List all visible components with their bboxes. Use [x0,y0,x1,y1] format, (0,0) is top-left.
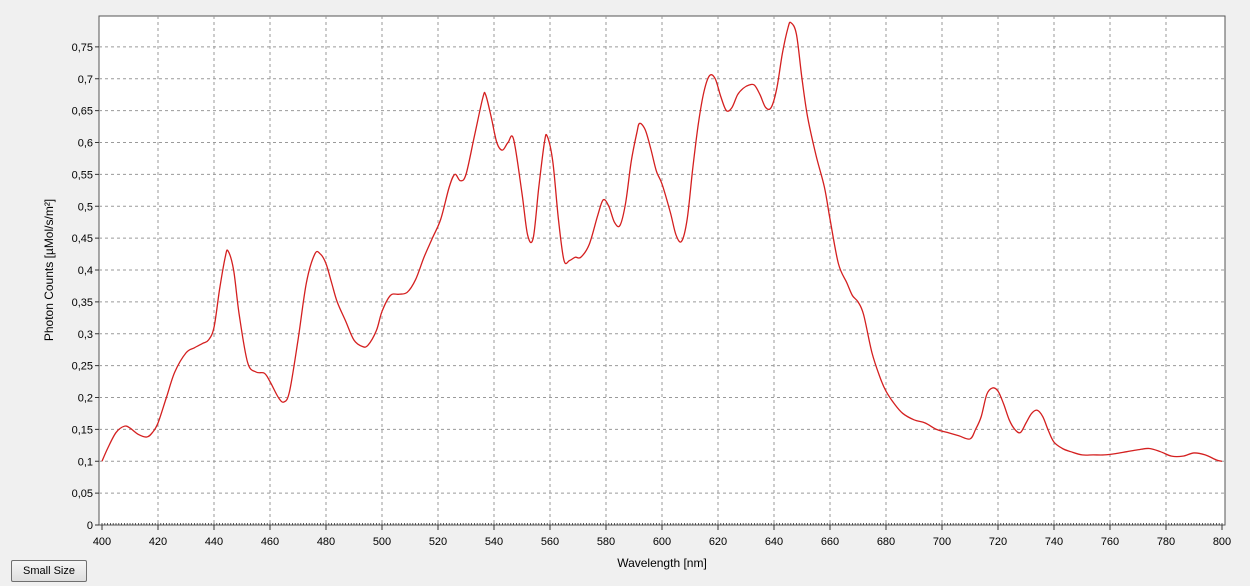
x-tick-label: 540 [485,536,503,548]
x-tick-label: 720 [989,536,1007,548]
x-tick-label: 460 [261,536,279,548]
x-tick-label: 420 [149,536,167,548]
x-tick-label: 600 [653,536,671,548]
y-tick-label: 0,6 [78,138,93,150]
x-tick-label: 760 [1101,536,1119,548]
y-tick-label: 0,2 [78,393,93,405]
y-tick-label: 0,5 [78,201,93,213]
y-axis-ticks: 0 0,05 0,1 0,15 0,2 0,25 0,3 0,35 0,4 0,45 0,5 0,55… [72,42,99,532]
x-tick-label: 800 [1213,536,1231,548]
y-tick-label: 0,45 [72,233,93,245]
grid-lines [99,16,1225,525]
x-tick-label: 580 [597,536,615,548]
y-tick-label: 0,05 [72,488,93,500]
x-tick-label: 700 [933,536,951,548]
x-tick-label: 680 [877,536,895,548]
y-tick-label: 0,3 [78,329,93,341]
y-tick-label: 0 [87,520,93,532]
y-tick-label: 0,75 [72,42,93,54]
y-tick-label: 0,1 [78,456,93,468]
photon-count-series-line [101,21,1223,462]
x-tick-label: 520 [429,536,447,548]
y-tick-label: 0,55 [72,169,93,181]
y-tick-label: 0,65 [72,106,93,118]
x-tick-label: 660 [821,536,839,548]
y-tick-label: 0,25 [72,361,93,373]
y-tick-label: 0,15 [72,424,93,436]
x-tick-label: 780 [1157,536,1175,548]
y-tick-label: 0,7 [78,74,93,86]
x-tick-label: 740 [1045,536,1063,548]
x-tick-label: 440 [205,536,223,548]
small-size-button[interactable]: Small Size [11,560,87,582]
y-tick-label: 0,4 [78,265,93,277]
x-tick-label: 500 [373,536,391,548]
x-axis-minor-ticks [101,523,1223,525]
x-tick-label: 620 [709,536,727,548]
x-axis-title: Wavelength [nm] [617,556,707,570]
x-axis-ticks: 400 420 440 460 480 500 520 540 560 580 600 620 640 6… [93,525,1231,548]
x-tick-label: 640 [765,536,783,548]
y-tick-label: 0,35 [72,297,93,309]
x-tick-label: 480 [317,536,335,548]
x-tick-label: 400 [93,536,111,548]
x-tick-label: 560 [541,536,559,548]
y-axis-title: Photon Counts [µMol/s/m²] [42,199,56,341]
